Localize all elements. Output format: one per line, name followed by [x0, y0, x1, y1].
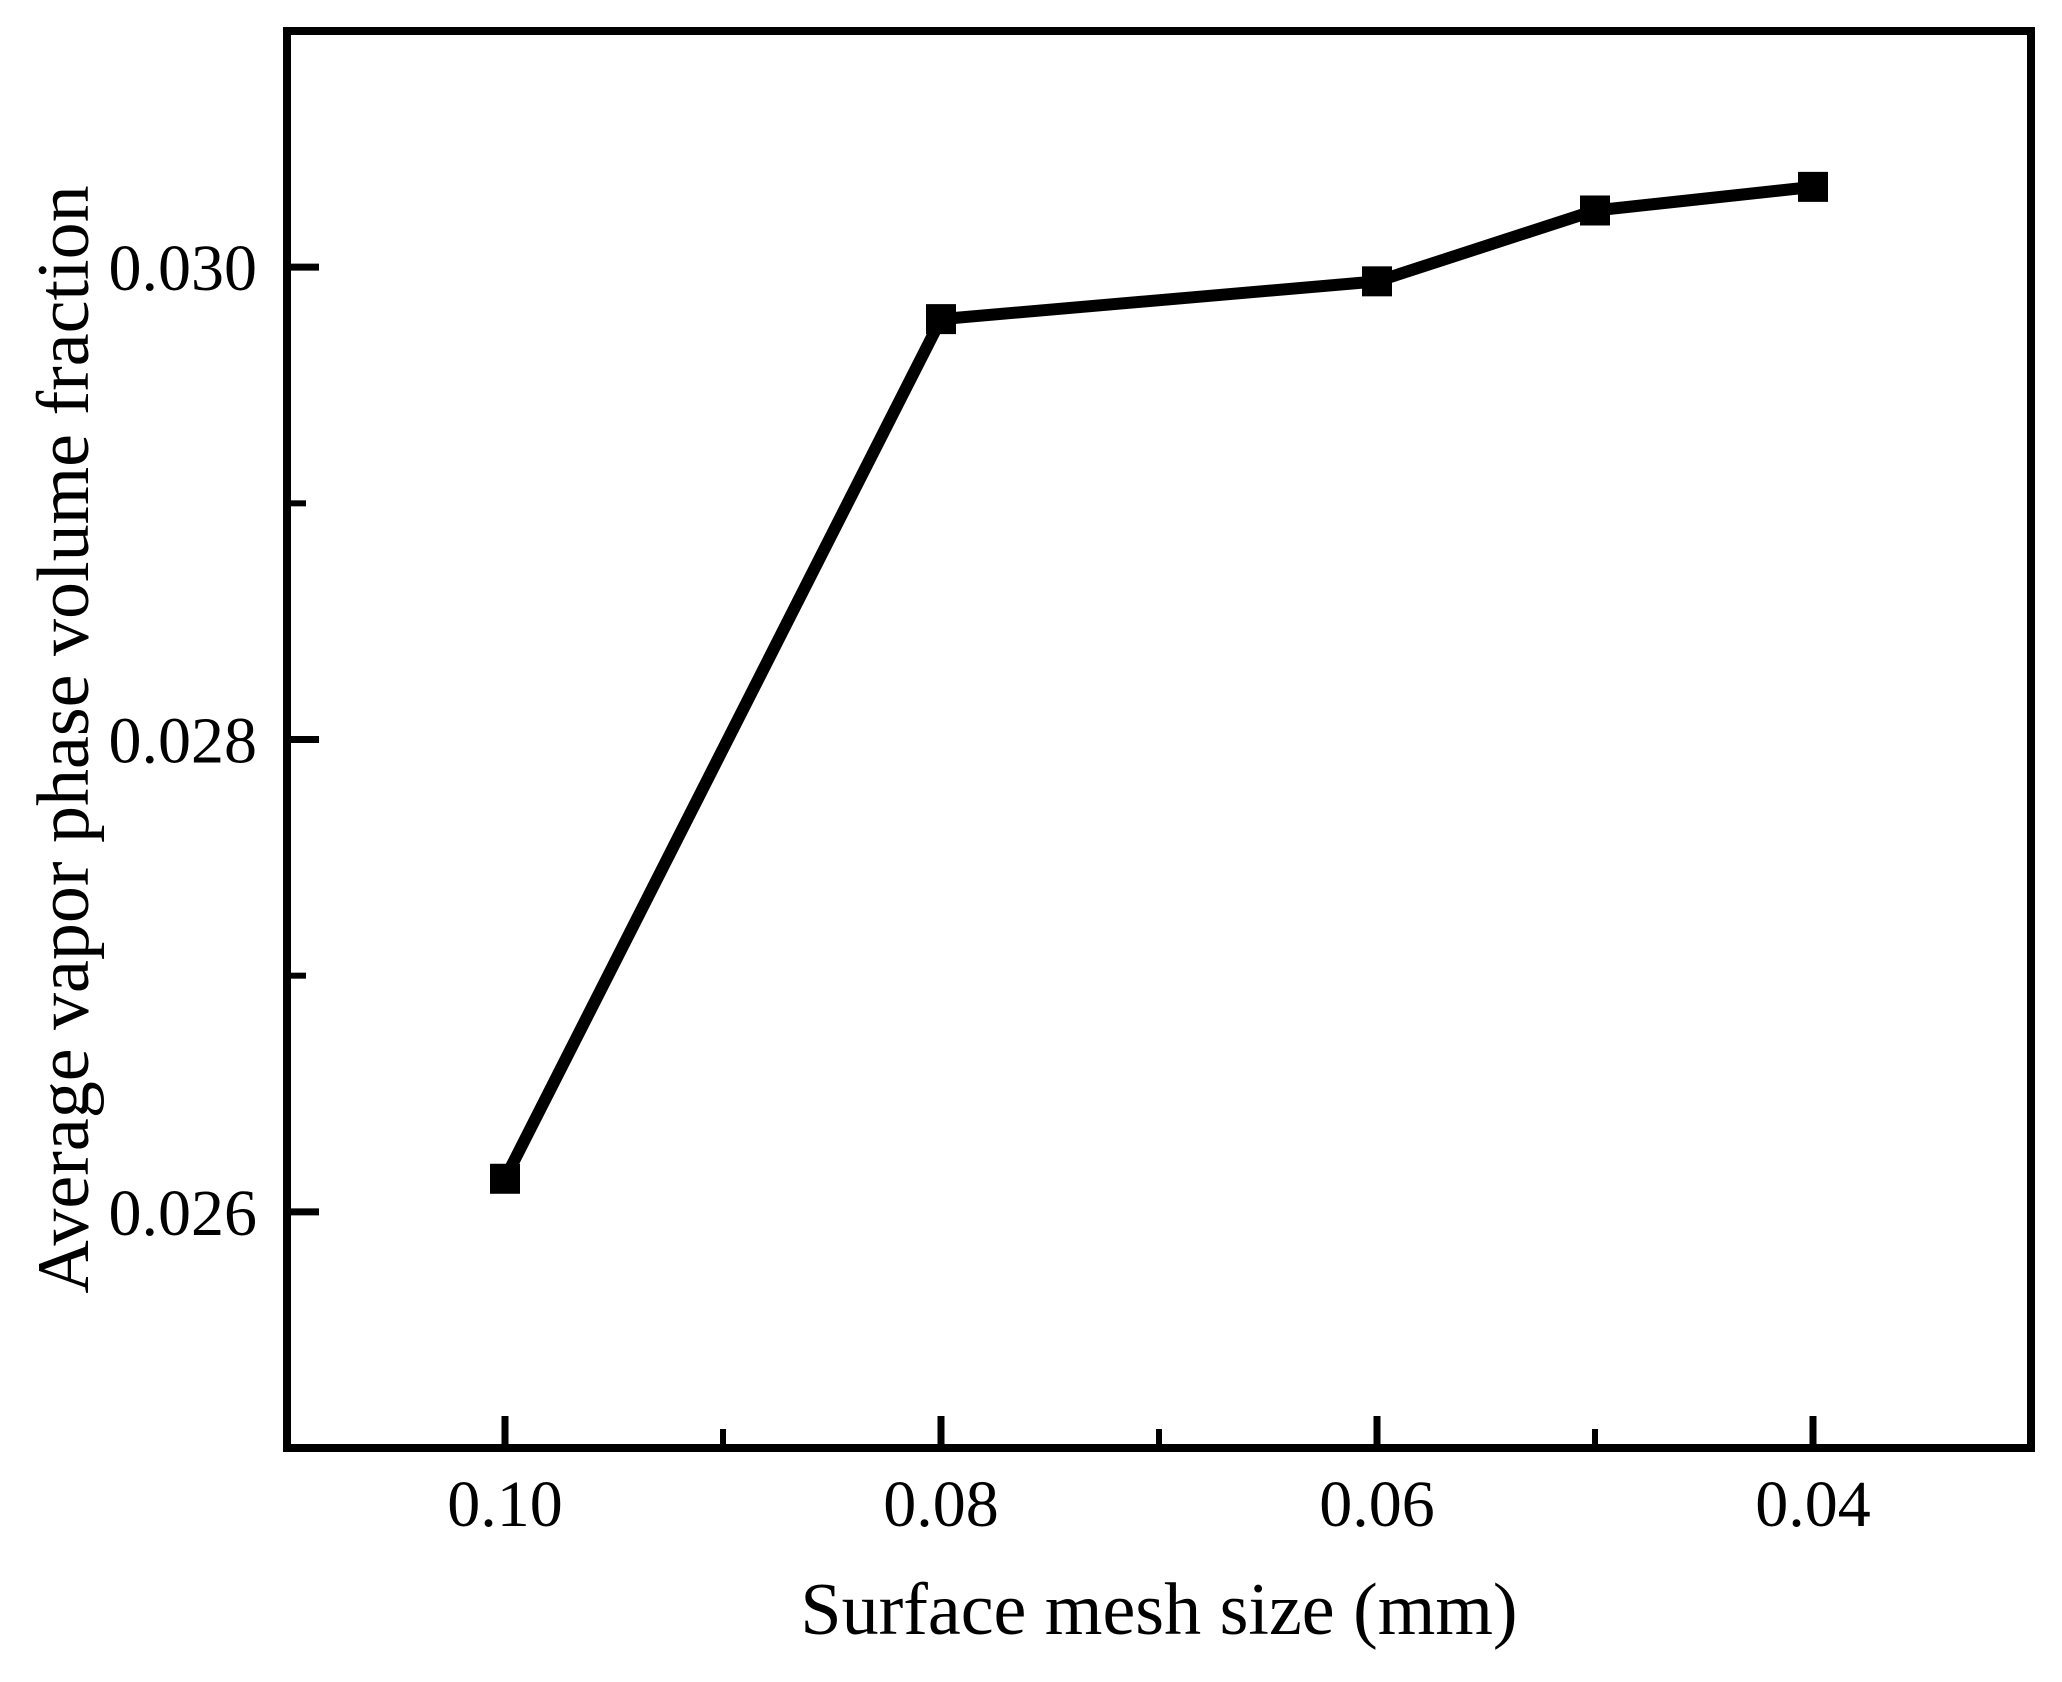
- x-axis-tick-label: 0.06: [1319, 1468, 1435, 1541]
- y-axis-tick-label: 0.028: [109, 705, 258, 778]
- plot-frame: [283, 27, 2035, 1452]
- data-point-marker: [490, 1163, 520, 1194]
- x-axis-tick-label: 0.10: [447, 1468, 563, 1541]
- y-axis-tick-label: 0.026: [109, 1177, 258, 1250]
- x-axis-tick-label: 0.08: [883, 1468, 999, 1541]
- x-axis-title: Surface mesh size (mm): [800, 1569, 1517, 1651]
- y-axis-tick-label: 0.030: [109, 232, 258, 305]
- data-point-marker: [926, 304, 956, 335]
- data-point-marker: [1362, 266, 1392, 297]
- x-axis-tick-label: 0.04: [1755, 1468, 1871, 1541]
- data-point-marker: [1798, 171, 1828, 202]
- y-axis-title: Average vapor phase volume fraction: [23, 185, 105, 1293]
- data-series-line: [499, 180, 1819, 1185]
- data-point-marker: [1580, 195, 1610, 226]
